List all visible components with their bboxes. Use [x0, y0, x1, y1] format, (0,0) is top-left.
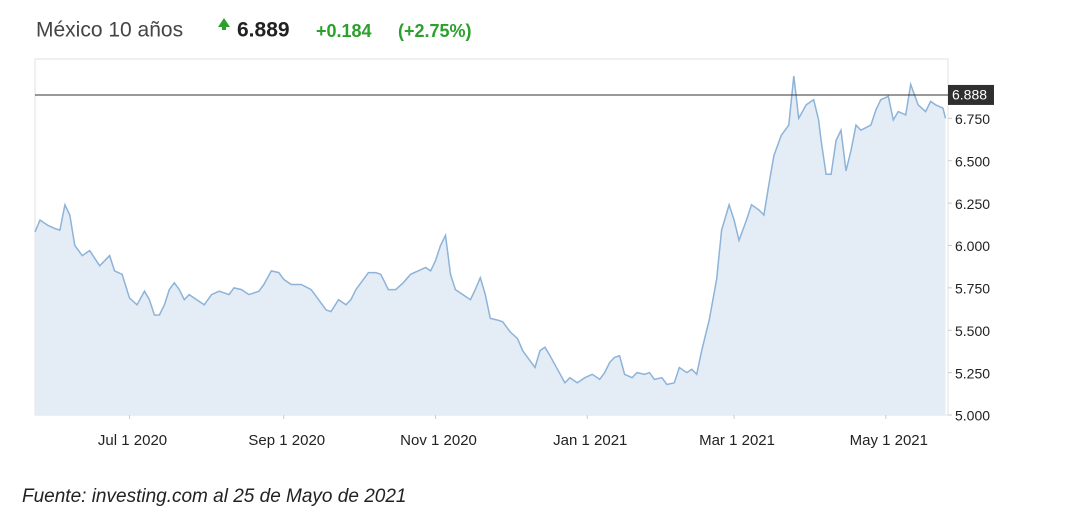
- x-tick-label: Jul 1 2020: [98, 432, 167, 449]
- y-tick-label: 6.500: [955, 153, 990, 169]
- y-tick-label: 6.250: [955, 196, 990, 212]
- y-tick-label: 5.250: [955, 365, 990, 381]
- last-value-label: 6.888: [952, 87, 987, 103]
- y-tick-label: 5.750: [955, 281, 990, 297]
- y-tick-label: 6.000: [955, 238, 990, 254]
- instrument-title: México 10 años: [36, 19, 183, 42]
- last-value-badge: [948, 84, 994, 105]
- y-tick-label: 5.500: [955, 323, 990, 339]
- area-fill: [35, 76, 946, 415]
- y-tick-label: 6.750: [955, 111, 990, 127]
- up-arrow: [218, 18, 230, 30]
- x-tick-label: May 1 2021: [850, 432, 928, 449]
- price-line: [34, 75, 947, 386]
- x-tick-label: Mar 1 2021: [699, 432, 775, 449]
- y-tick-label: 5.000: [955, 408, 990, 424]
- price: 6.889: [237, 19, 290, 42]
- x-tick-label: Sep 1 2020: [248, 432, 325, 449]
- x-tick-label: Nov 1 2020: [400, 432, 477, 449]
- source-note: Fuente: investing.com al 25 de Mayo de 2…: [22, 486, 406, 507]
- change-percent: (+2.75%): [398, 21, 472, 41]
- x-tick-label: Jan 1 2021: [553, 432, 627, 449]
- change: +0.184: [316, 21, 372, 41]
